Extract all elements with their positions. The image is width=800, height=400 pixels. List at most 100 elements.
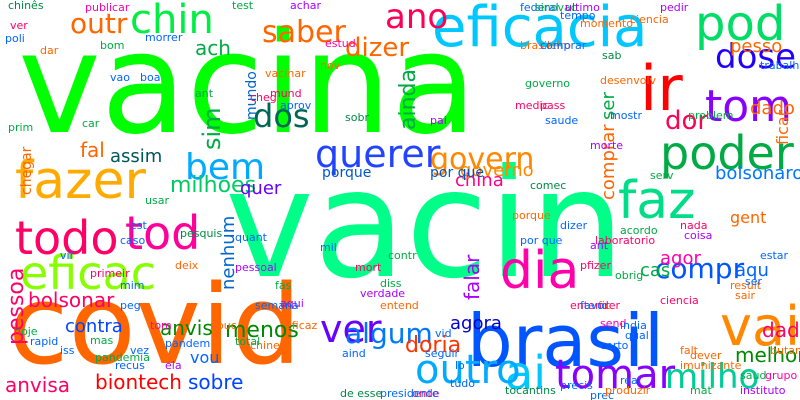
- word-small: onde: [412, 387, 440, 400]
- word-milhoes: milhoes: [170, 173, 257, 198]
- word-small: morrer: [145, 31, 183, 44]
- word-dizer: dizer: [345, 33, 410, 63]
- word-dado: dado: [750, 98, 795, 119]
- word-small: est: [130, 219, 147, 232]
- word-small: falt: [680, 344, 698, 357]
- word-por-que: por que: [430, 165, 485, 181]
- word-biontech: biontech: [95, 370, 182, 394]
- word-small: instituto: [740, 384, 786, 397]
- word-small: tempo: [560, 9, 596, 22]
- word-menos: menos: [225, 318, 299, 343]
- word-small: federal: [520, 1, 559, 14]
- word-small: aprov: [280, 99, 312, 112]
- word-small: ultimo: [565, 1, 600, 14]
- word-small: pouc: [210, 319, 237, 332]
- word-dor: dor: [665, 106, 709, 136]
- word-anvis: anvis: [160, 316, 213, 340]
- word-small: caso: [120, 234, 146, 247]
- word-small: peg: [120, 299, 141, 312]
- word-small: test: [232, 0, 254, 12]
- word-small: entend: [380, 299, 419, 312]
- word-small: eficaz: [285, 319, 318, 332]
- word-small: contr: [388, 249, 417, 262]
- word-small: ant: [590, 239, 609, 252]
- word-todo: todo: [15, 211, 119, 265]
- word-small: pfizer: [580, 259, 611, 272]
- word-small: coisa: [684, 229, 713, 242]
- word-ainda: ainda: [396, 69, 421, 130]
- word-dos: dos: [253, 97, 310, 135]
- word-small: publicar: [85, 1, 130, 14]
- word-small: vao: [110, 71, 130, 84]
- word-small: nada: [680, 219, 708, 232]
- word-tod: tod: [125, 206, 201, 260]
- word-gent: gent: [730, 208, 767, 227]
- word-small: aqui: [280, 297, 304, 310]
- word-govern: govern: [430, 142, 535, 177]
- word-small: tocantins: [505, 384, 556, 397]
- word-small: real: [620, 374, 641, 387]
- word-small: diss: [380, 277, 402, 290]
- word-cas: cas: [640, 260, 671, 281]
- word-falar: falar: [460, 254, 484, 300]
- word-small: pessoal: [235, 261, 277, 274]
- word-small: saud: [740, 369, 767, 382]
- word-small: vez: [130, 344, 150, 357]
- word-chegar: chegar: [19, 146, 35, 195]
- word-porque: porque: [322, 165, 372, 181]
- word-small: primeir: [90, 267, 130, 280]
- word-vou: vou: [190, 348, 220, 367]
- word-small: send: [600, 317, 627, 330]
- word-vacina: vacina: [18, 3, 478, 166]
- word-algum: algum: [345, 317, 433, 350]
- word-small: estud: [325, 37, 356, 50]
- word-eficac: eficac: [20, 246, 157, 300]
- word-small: mort: [355, 261, 382, 274]
- word-doria: doria: [405, 333, 462, 358]
- word-small: seguir: [425, 347, 460, 360]
- word-covid: covid: [8, 261, 302, 389]
- word-small: cheg: [250, 91, 277, 104]
- word-small: grupo: [765, 369, 798, 382]
- word-small: lo: [455, 359, 465, 372]
- word-milho: milho: [665, 357, 760, 397]
- word-small: laboratorio: [595, 234, 656, 247]
- word-small: comprar: [540, 39, 587, 52]
- word-querer: querer: [315, 132, 441, 176]
- word-small: mostr: [610, 109, 643, 122]
- word-compr: compr: [655, 252, 745, 285]
- word-small: brasileiro: [520, 39, 571, 52]
- word-small: deix: [175, 259, 199, 272]
- word-vacin: vacin: [225, 138, 625, 312]
- word-small: dever: [690, 349, 722, 362]
- word-small: por que: [520, 234, 563, 247]
- word-dad: dad: [762, 318, 800, 342]
- word-small: medic: [515, 99, 549, 112]
- word-melhor: melhor: [735, 343, 800, 367]
- word-sim: sim: [198, 107, 226, 150]
- word-small: porque: [512, 209, 551, 222]
- word-small: qual: [625, 329, 649, 342]
- word-small: pandemia: [95, 351, 150, 364]
- word-anvisa: anvisa: [5, 373, 70, 397]
- word-ach: ach: [195, 36, 231, 60]
- word-small: pedir: [660, 1, 689, 14]
- word-comprar: comprar: [598, 124, 619, 200]
- word-small: aind: [342, 347, 366, 360]
- word-small: semana: [255, 299, 299, 312]
- word-small: ciencia: [630, 13, 669, 26]
- word-small: total: [235, 335, 261, 348]
- word-governo: governo: [460, 160, 534, 181]
- word-agora: agora: [450, 313, 502, 334]
- word-small: morte: [590, 139, 624, 152]
- word-small: vacinar: [265, 67, 306, 80]
- word-small: ant: [195, 87, 214, 100]
- word-small: pai: [430, 114, 447, 127]
- word-small: pandem: [165, 337, 211, 350]
- word-outr: outr: [70, 7, 128, 40]
- word-small: mas: [90, 334, 114, 347]
- word-small: ver: [10, 19, 28, 32]
- word-small: result: [730, 279, 762, 292]
- word-small: vir: [60, 249, 75, 262]
